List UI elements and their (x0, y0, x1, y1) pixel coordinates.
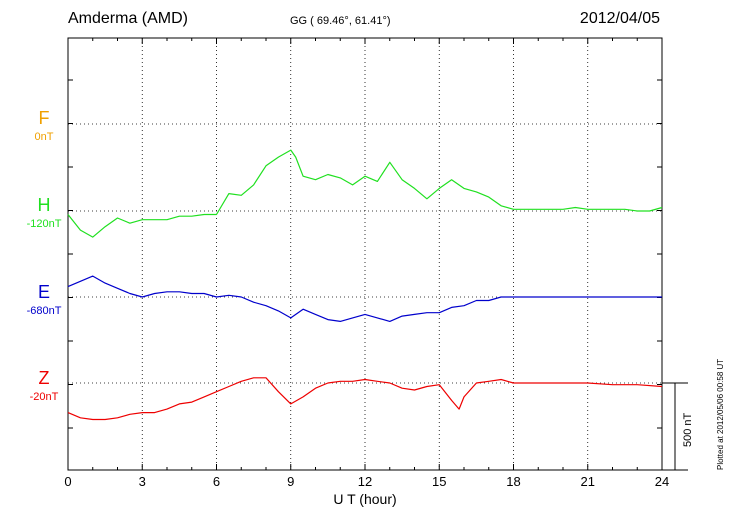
series-line-e (67, 275, 662, 322)
component-h-baseline: -120nT (26, 218, 62, 230)
x-tick-label: 15 (432, 474, 446, 489)
component-h-name: H (37, 195, 51, 215)
component-f-label: F 0nT (14, 108, 74, 143)
scale-bar-label: 500 nT (682, 412, 694, 447)
series-line-h (67, 149, 663, 238)
component-e-label: E -680nT (14, 282, 74, 317)
x-tick-label: 6 (213, 474, 220, 489)
component-e-name: E (37, 282, 50, 302)
component-z-baseline: -20nT (29, 391, 59, 403)
x-tick-label: 18 (506, 474, 520, 489)
x-tick-label: 24 (655, 474, 669, 489)
component-z-name: Z (38, 368, 50, 388)
date-label: 2012/04/05 (579, 10, 660, 27)
x-tick-label: 9 (287, 474, 294, 489)
x-tick-label: 3 (139, 474, 146, 489)
component-f-name: F (38, 108, 50, 128)
component-h-label: H -120nT (14, 195, 74, 230)
component-e-baseline: -680nT (26, 305, 62, 317)
component-z-label: Z -20nT (14, 368, 74, 403)
x-axis-label: U T (hour) (333, 491, 396, 507)
component-f-baseline: 0nT (34, 131, 54, 143)
x-tick-label: 0 (64, 474, 71, 489)
series-line-z (67, 377, 663, 421)
station-title: Amderma (AMD) (68, 10, 189, 27)
plotted-timestamp: Plotted at 2012/05/06 00:58 UT (716, 358, 725, 470)
x-tick-label: 12 (358, 474, 372, 489)
coordinates-label: GG ( 69.46°, 61.41°) (290, 15, 391, 27)
x-tick-label: 21 (581, 474, 595, 489)
